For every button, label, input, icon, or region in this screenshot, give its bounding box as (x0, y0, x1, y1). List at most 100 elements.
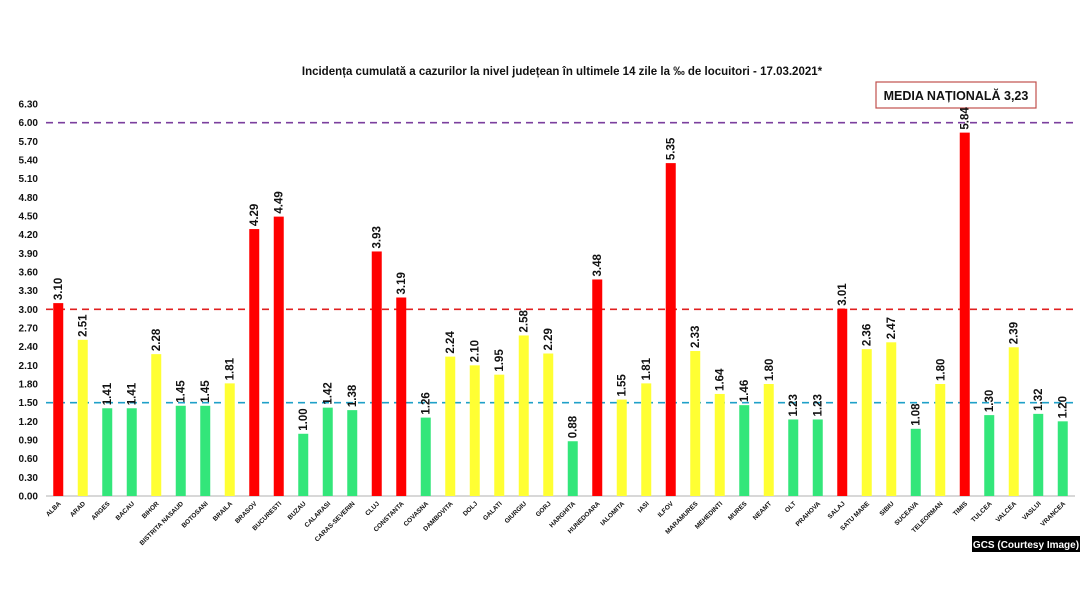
data-label: 1.23 (813, 394, 825, 416)
data-label: 1.80 (764, 359, 776, 381)
bar (175, 405, 186, 496)
bar (469, 365, 480, 496)
y-tick-label: 0.60 (19, 454, 39, 465)
bar (371, 251, 382, 496)
data-label: 1.42 (323, 382, 335, 404)
bar (298, 433, 309, 496)
y-tick-label: 4.80 (19, 193, 39, 204)
y-tick-label: 5.40 (19, 156, 39, 167)
data-label: 1.55 (617, 374, 629, 397)
bar (543, 353, 554, 496)
data-label: 2.39 (1009, 322, 1021, 344)
y-tick-label: 4.50 (19, 212, 39, 223)
media-nationala-label: MEDIA NAȚIONALĂ 3,23 (884, 88, 1029, 103)
data-label: 5.84 (960, 107, 972, 130)
y-tick-label: 1.80 (19, 380, 39, 391)
y-tick-label: 3.90 (19, 249, 39, 260)
y-tick-label: 3.00 (19, 305, 39, 316)
data-label: 2.58 (519, 309, 531, 332)
data-label: 3.19 (396, 272, 408, 294)
y-tick-label: 5.10 (19, 174, 39, 185)
y-tick-label: 2.70 (19, 324, 39, 335)
data-label: 1.00 (298, 408, 310, 430)
bar (53, 303, 64, 496)
data-label: 1.95 (494, 349, 506, 372)
y-tick-label: 0.90 (19, 436, 39, 447)
bar (126, 408, 137, 496)
data-label: 1.81 (225, 357, 237, 380)
bar (151, 354, 162, 496)
bar (494, 374, 505, 496)
y-tick-label: 6.30 (19, 100, 39, 111)
bar (886, 342, 897, 496)
data-label: 3.93 (372, 226, 384, 248)
bar (77, 339, 88, 496)
bar (739, 405, 750, 496)
data-label: 4.29 (249, 204, 261, 226)
bar (445, 356, 456, 496)
data-label: 1.80 (935, 359, 947, 381)
data-label: 2.10 (470, 340, 482, 362)
chart-title: Incidența cumulată a cazurilor la nivel … (302, 66, 823, 78)
bar (959, 132, 970, 496)
y-tick-label: 5.70 (19, 137, 39, 148)
data-label: 5.35 (666, 137, 678, 160)
data-label: 2.51 (78, 314, 90, 337)
y-tick-label: 1.50 (19, 398, 39, 409)
data-label: 3.10 (53, 278, 65, 300)
y-tick-label: 2.10 (19, 361, 39, 372)
bar (200, 405, 211, 496)
data-label: 3.48 (592, 253, 604, 276)
data-label: 1.41 (127, 382, 139, 405)
bar (690, 351, 701, 496)
bar (273, 216, 284, 496)
media-nationala-box: MEDIA NAȚIONALĂ 3,23 (875, 81, 1037, 109)
bar (665, 163, 676, 496)
data-label: 1.46 (739, 380, 751, 402)
data-label: 2.47 (886, 317, 898, 339)
data-label: 0.88 (568, 415, 580, 438)
y-axis: 0.00 0.30 0.60 0.90 1.20 1.50 1.80 2.10 2.40 2.70… (19, 100, 1075, 503)
bar (861, 349, 872, 496)
threshold-lines (46, 121, 1075, 404)
bar (616, 399, 627, 496)
y-tick-label: 6.00 (19, 118, 39, 129)
data-label: 1.41 (102, 382, 114, 405)
data-label: 1.32 (1033, 388, 1045, 410)
data-label: 1.20 (1058, 396, 1070, 418)
data-label: 4.49 (274, 191, 286, 213)
y-tick-label: 3.60 (19, 268, 39, 279)
bar (641, 383, 652, 496)
bar (420, 417, 431, 496)
data-label: 1.30 (984, 390, 996, 412)
y-tick-label: 0.30 (19, 473, 39, 484)
bar (1008, 347, 1019, 496)
data-label: 2.29 (543, 328, 555, 350)
data-label: 2.28 (151, 328, 163, 351)
data-label: 2.36 (862, 324, 874, 346)
bar (984, 415, 995, 496)
bar (567, 441, 578, 496)
data-label: 1.64 (715, 368, 727, 391)
media-nationala-frame (875, 81, 1037, 109)
bar (1057, 421, 1068, 496)
y-tick-label: 1.20 (19, 417, 39, 428)
credit-badge: GCS (Courtesy Image) (972, 536, 1080, 552)
credit-text: GCS (Courtesy Image) (973, 540, 1079, 551)
bars: 3.10 2.51 1.41 1.41 2.28 1.45 1.45 1.81 4.29 4.49… (53, 107, 1070, 497)
bar (592, 279, 603, 496)
y-tick-label: 4.20 (19, 230, 39, 241)
data-label: 1.45 (176, 380, 188, 403)
data-label: 3.01 (837, 283, 849, 306)
data-label: 2.24 (445, 331, 457, 354)
bar (812, 419, 823, 496)
bar (1033, 413, 1044, 496)
data-label: 1.26 (421, 392, 433, 414)
data-label: 1.45 (200, 380, 212, 403)
bar (322, 407, 333, 496)
data-label: 1.23 (788, 394, 800, 416)
bar (714, 393, 725, 496)
bar (249, 229, 260, 497)
bar (102, 408, 113, 496)
